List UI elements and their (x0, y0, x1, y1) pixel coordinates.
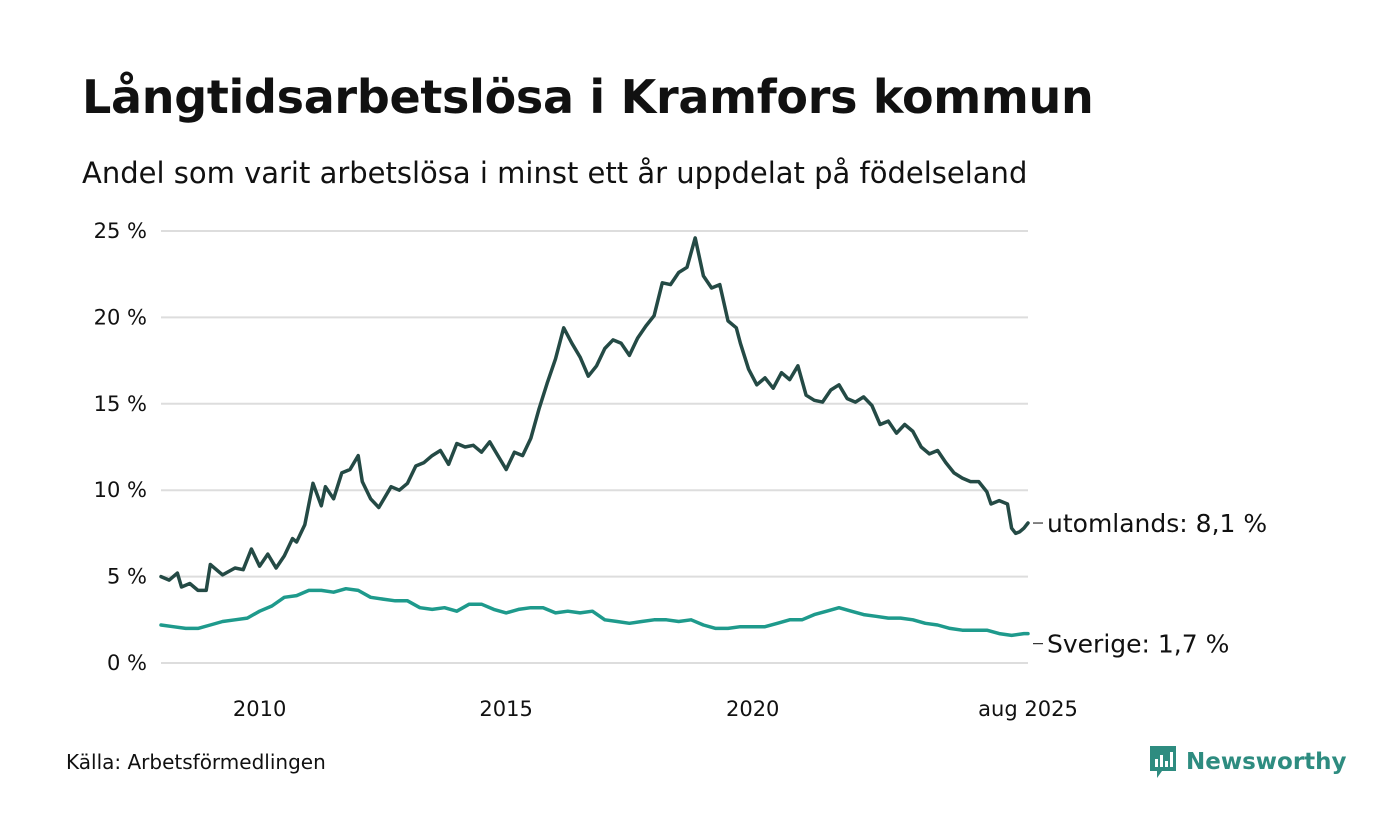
end-label-sverige: Sverige: 1,7 % (1047, 630, 1229, 659)
source-note: Källa: Arbetsförmedlingen (66, 750, 326, 774)
series-lines (159, 236, 1030, 638)
series-line-utomlands (159, 236, 1030, 593)
y-tick-label: 5 % (107, 565, 147, 589)
x-tick-label: 2015 (479, 697, 532, 721)
y-axis: 0 % 5 % 10 % 15 % 20 % 25 % (94, 219, 147, 675)
newsworthy-icon (1150, 746, 1176, 778)
newsworthy-logo[interactable]: Newsworthy (1148, 744, 1347, 780)
y-tick-label: 10 % (94, 478, 147, 502)
chart-subtitle: Andel som varit arbetslösa i minst ett å… (82, 156, 1028, 190)
y-tick-label: 25 % (94, 219, 147, 243)
chart-title: Långtidsarbetslösa i Kramfors kommun (82, 70, 1094, 124)
x-tick-label: 2020 (726, 697, 779, 721)
brand-name: Newsworthy (1186, 749, 1347, 775)
y-tick-label: 20 % (94, 305, 147, 329)
grid-lines (161, 230, 1028, 664)
series-line-sverige (159, 586, 1030, 638)
end-labels: utomlands: 8,1 % Sverige: 1,7 % (1033, 509, 1267, 659)
x-tick-label: aug 2025 (978, 697, 1078, 721)
end-label-utomlands: utomlands: 8,1 % (1047, 509, 1267, 538)
y-tick-label: 15 % (94, 392, 147, 416)
y-tick-label: 0 % (107, 651, 147, 675)
x-tick-label: 2010 (233, 697, 286, 721)
x-axis: 2010 2015 2020 aug 2025 (233, 697, 1078, 721)
